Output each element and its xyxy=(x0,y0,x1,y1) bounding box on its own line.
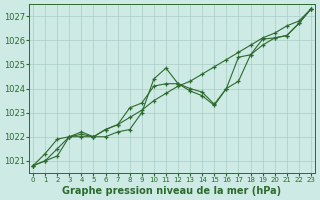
X-axis label: Graphe pression niveau de la mer (hPa): Graphe pression niveau de la mer (hPa) xyxy=(62,186,282,196)
